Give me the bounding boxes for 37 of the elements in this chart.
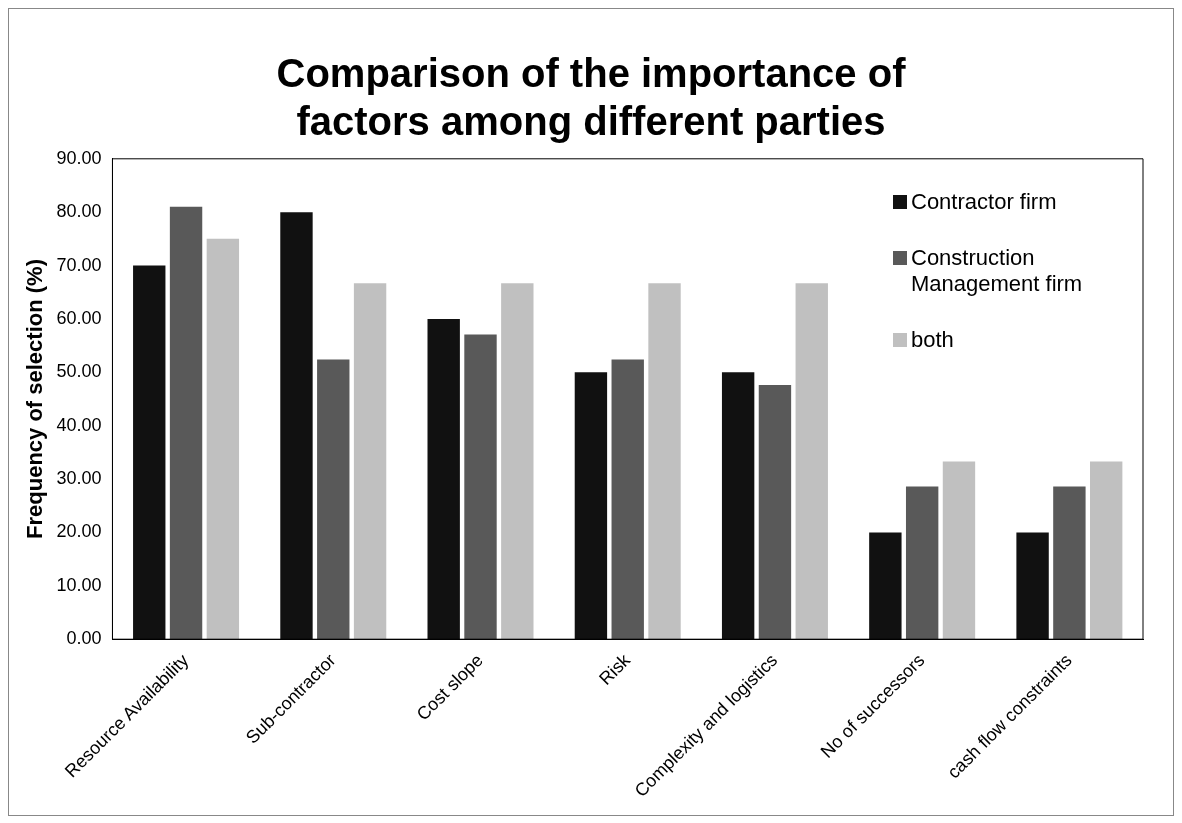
- y-tick-label: 30.00: [56, 468, 102, 489]
- bar: [427, 318, 460, 640]
- bar: [869, 532, 902, 640]
- bar: [280, 212, 313, 640]
- bar: [169, 206, 203, 640]
- x-tick-label: Risk: [595, 649, 635, 689]
- y-tick-label: 20.00: [56, 521, 102, 542]
- y-axis-title: Frequency of selection (%): [22, 259, 48, 539]
- y-tick-label: 40.00: [56, 414, 102, 435]
- legend-label: both: [911, 326, 954, 353]
- bar: [501, 283, 534, 640]
- bar: [721, 372, 755, 640]
- y-tick-label: 10.00: [56, 574, 102, 595]
- bar: [758, 385, 792, 640]
- bar: [464, 334, 497, 640]
- bar: [574, 372, 608, 640]
- y-tick-label: 50.00: [56, 361, 102, 382]
- bar: [1016, 532, 1049, 640]
- bar: [942, 461, 976, 640]
- chart-title: Comparison of the importance of factors among different parties: [275, 50, 907, 145]
- y-tick-label: 60.00: [56, 307, 102, 328]
- bar: [648, 283, 681, 640]
- bar: [206, 238, 240, 640]
- bar: [1090, 461, 1123, 640]
- y-tick-label: 0.00: [66, 628, 102, 649]
- bar: [1053, 486, 1086, 640]
- legend-label: Construction Management firm: [911, 244, 1084, 297]
- bar: [795, 283, 828, 640]
- bar: [133, 265, 166, 640]
- y-tick-label: 90.00: [56, 147, 102, 168]
- y-tick-label: 80.00: [56, 201, 102, 222]
- bar: [905, 486, 939, 640]
- y-tick-label: 70.00: [56, 254, 102, 275]
- bar: [611, 359, 644, 640]
- bar: [353, 283, 387, 640]
- legend-label: Contractor firm: [911, 188, 1057, 215]
- bar: [317, 359, 350, 640]
